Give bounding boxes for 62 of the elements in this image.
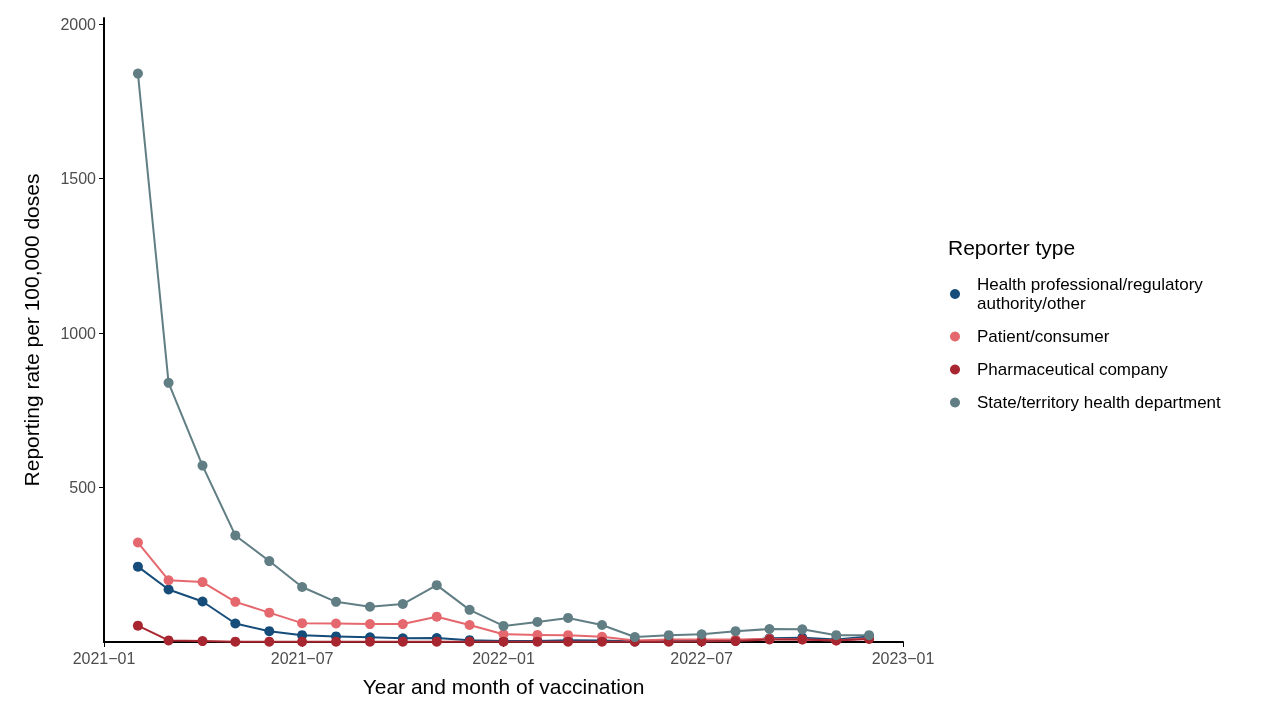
point [230,530,241,541]
point [163,377,174,388]
point [197,460,208,471]
y-tick-label: 1000 [60,324,97,342]
point [163,575,174,586]
point [431,611,442,622]
y-tick-label: 2000 [60,15,97,33]
point [132,68,143,79]
point [197,636,208,647]
point [197,596,208,607]
point [831,630,842,641]
point [364,601,375,612]
x-tick-label: 2021−07 [270,649,334,667]
point [397,619,408,630]
point [532,616,543,627]
point [696,629,707,640]
legend-title: Reporter type [948,236,1076,259]
point [431,636,442,647]
point [163,584,174,595]
x-axis-title: Year and month of vaccination [362,675,645,698]
point [364,636,375,647]
y-axis-title: Reporting rate per 100,000 doses [20,173,43,487]
point [264,607,275,618]
point [163,635,174,646]
y-tick-label: 1500 [60,170,97,188]
point [364,619,375,630]
point [230,636,241,647]
point [431,580,442,591]
legend-label: Patient/consumer [977,327,1110,346]
point [230,618,241,629]
point [132,537,143,548]
x-tick-label: 2022−07 [670,649,734,667]
legend-label: State/territory health department [977,393,1222,412]
point [464,604,475,615]
point [663,630,674,641]
y-tick-label: 500 [69,479,97,497]
point [397,599,408,609]
point [797,624,808,635]
legend-label: Pharmaceutical company [977,360,1169,379]
x-tick-label: 2022−01 [472,649,535,667]
point [597,620,608,631]
point [132,620,143,631]
point [297,582,308,593]
point [230,596,241,607]
point [730,626,741,637]
point [764,624,775,635]
point [563,612,574,623]
point [297,618,308,629]
point [197,577,208,588]
x-tick-label: 2021−01 [72,649,136,667]
x-tick-label: 2023−01 [871,649,935,667]
point [331,636,342,647]
point [264,626,275,637]
point [264,556,275,567]
point [297,636,308,647]
point [464,620,475,631]
point [331,596,342,607]
point [331,618,342,629]
point [264,636,275,647]
legend-label: Health professional/regulatory authority/other [977,275,1208,313]
point [132,561,143,572]
point [498,620,509,631]
